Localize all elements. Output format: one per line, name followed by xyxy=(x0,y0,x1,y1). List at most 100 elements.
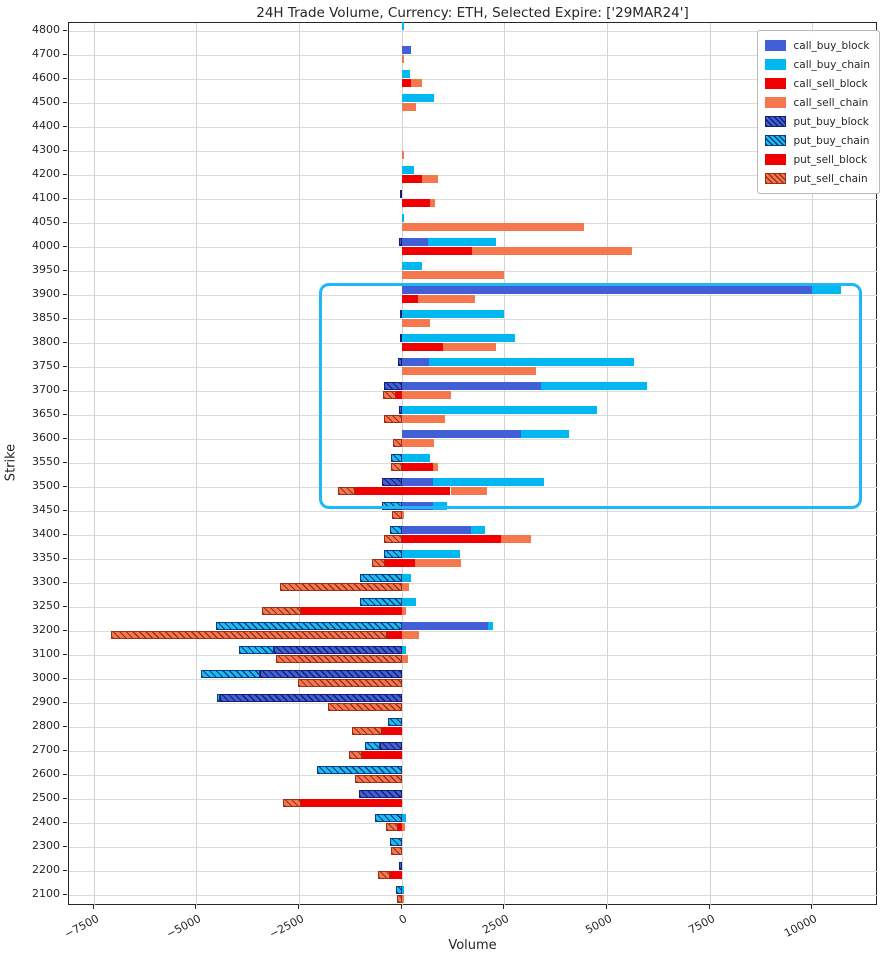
bar-put_sell_chain-3450 xyxy=(391,511,402,520)
y-tick-label: 3500 xyxy=(32,479,60,492)
h-gridline xyxy=(69,270,878,272)
y-tick-label: 3800 xyxy=(32,335,60,348)
y-tick-label: 4000 xyxy=(32,239,60,252)
legend-swatch-put_buy_chain xyxy=(765,135,787,146)
h-gridline xyxy=(69,390,878,392)
h-gridline xyxy=(69,246,878,248)
h-gridline xyxy=(69,870,878,872)
y-tick-label: 2500 xyxy=(32,791,60,804)
legend-item-put_sell_chain: put_sell_chain xyxy=(765,169,870,188)
bar-call_buy_chain-3550 xyxy=(401,453,431,462)
legend-item-call_buy_chain: call_buy_chain xyxy=(765,55,870,74)
y-tick-label: 4800 xyxy=(32,23,60,36)
bar-put_sell_chain-2800 xyxy=(351,727,382,736)
bar-put_buy_block-3850 xyxy=(399,309,402,318)
bar-put_buy_block-2900 xyxy=(219,693,402,702)
y-tick-mark xyxy=(63,269,67,271)
h-gridline xyxy=(69,54,878,56)
y-tick-mark xyxy=(63,149,67,151)
y-tick-label: 4300 xyxy=(32,143,60,156)
bar-call_sell_block-3800 xyxy=(401,343,444,352)
y-tick-mark xyxy=(63,869,67,871)
plot-area xyxy=(68,21,878,906)
bar-call_buy_block-3750 xyxy=(401,357,430,366)
y-tick-label: 2800 xyxy=(32,719,60,732)
bar-put_sell_block-2200 xyxy=(390,871,402,880)
legend-swatch-put_sell_block xyxy=(765,154,787,165)
y-tick-mark xyxy=(63,101,67,103)
bar-put_buy_chain-2300 xyxy=(390,837,402,846)
h-gridline xyxy=(69,414,878,416)
y-tick-mark xyxy=(63,389,67,391)
bar-call_sell_chain-3500 xyxy=(450,487,488,496)
bar-put_buy_chain-3200 xyxy=(216,621,402,630)
bar-call_buy_chain-4500 xyxy=(401,93,435,102)
bar-call_sell_chain-4300 xyxy=(401,151,405,160)
bar-put_sell_chain-2900 xyxy=(328,703,402,712)
x-axis-title: Volume xyxy=(448,938,497,953)
bar-call_buy_chain-4200 xyxy=(401,165,414,174)
h-gridline xyxy=(69,894,878,896)
h-gridline xyxy=(69,318,878,320)
h-gridline xyxy=(69,558,878,560)
legend-swatch-call_sell_chain xyxy=(765,97,787,108)
legend-swatch-put_sell_chain xyxy=(765,173,787,184)
h-gridline xyxy=(69,174,878,176)
v-gridline xyxy=(812,23,814,906)
y-tick-label: 3550 xyxy=(32,455,60,468)
bar-call_buy_chain-3700 xyxy=(541,381,648,390)
bar-call_buy_chain-4800 xyxy=(401,21,404,30)
bar-put_buy_block-4100 xyxy=(399,189,402,198)
v-gridline xyxy=(196,23,198,906)
bar-put_sell_chain-3400 xyxy=(383,535,402,544)
h-gridline xyxy=(69,846,878,848)
legend-item-put_buy_block: put_buy_block xyxy=(765,112,870,131)
legend-label-call_sell_block: call_sell_block xyxy=(793,77,868,90)
bar-call_sell_chain-3650 xyxy=(401,415,446,424)
y-tick-label: 2600 xyxy=(32,767,60,780)
h-gridline xyxy=(69,222,878,224)
legend-swatch-call_buy_chain xyxy=(765,59,787,70)
bar-call_sell_block-4600 xyxy=(401,79,412,88)
bar-put_sell_chain-3550 xyxy=(390,463,402,472)
bar-put_sell_chain-2700 xyxy=(349,751,362,760)
bar-put_sell_chain-2300 xyxy=(390,847,402,856)
bar-put_sell_chain-3500 xyxy=(337,487,356,496)
legend-item-call_sell_chain: call_sell_chain xyxy=(765,93,870,112)
bar-put_sell_chain-2500 xyxy=(282,799,301,808)
x-tick-mark xyxy=(195,905,197,909)
y-tick-label: 2100 xyxy=(32,887,60,900)
bar-call_sell_chain-3100 xyxy=(401,655,409,664)
h-gridline xyxy=(69,342,878,344)
y-tick-label: 3700 xyxy=(32,383,60,396)
bar-put_sell_chain-3300 xyxy=(279,583,402,592)
y-tick-label: 3600 xyxy=(32,431,60,444)
bar-call_sell_chain-2100 xyxy=(401,895,404,904)
bar-call_sell_chain-3600 xyxy=(401,439,435,448)
legend-label-call_sell_chain: call_sell_chain xyxy=(793,96,869,109)
y-tick-mark xyxy=(63,173,67,175)
bar-put_buy_block-3750 xyxy=(397,357,402,366)
bar-put_buy_block-3800 xyxy=(399,333,402,342)
bar-call_sell_chain-4500 xyxy=(401,103,416,112)
bar-call_buy_chain-3850 xyxy=(401,309,505,318)
bar-put_sell_block-3350 xyxy=(385,559,402,568)
y-tick-label: 3900 xyxy=(32,287,60,300)
y-tick-label: 3450 xyxy=(32,503,60,516)
bar-call_sell_chain-3750 xyxy=(401,367,536,376)
legend-swatch-put_buy_block xyxy=(765,116,787,127)
bar-call_sell_chain-4700 xyxy=(401,55,404,64)
y-tick-mark xyxy=(63,77,67,79)
h-gridline xyxy=(69,798,878,800)
y-tick-mark xyxy=(63,485,67,487)
bar-call_buy_block-3900 xyxy=(401,285,813,294)
bar-put_buy_block-2500 xyxy=(359,789,402,798)
bar-call_buy_block-3400 xyxy=(401,525,472,534)
bar-put_buy_chain-2700 xyxy=(364,741,381,750)
bar-call_sell_chain-3700 xyxy=(401,391,452,400)
y-tick-label: 4100 xyxy=(32,191,60,204)
bar-call_buy_chain-3400 xyxy=(471,525,485,534)
bar-call_sell_chain-3900 xyxy=(418,295,476,304)
y-tick-label: 4600 xyxy=(32,71,60,84)
h-gridline xyxy=(69,78,878,80)
